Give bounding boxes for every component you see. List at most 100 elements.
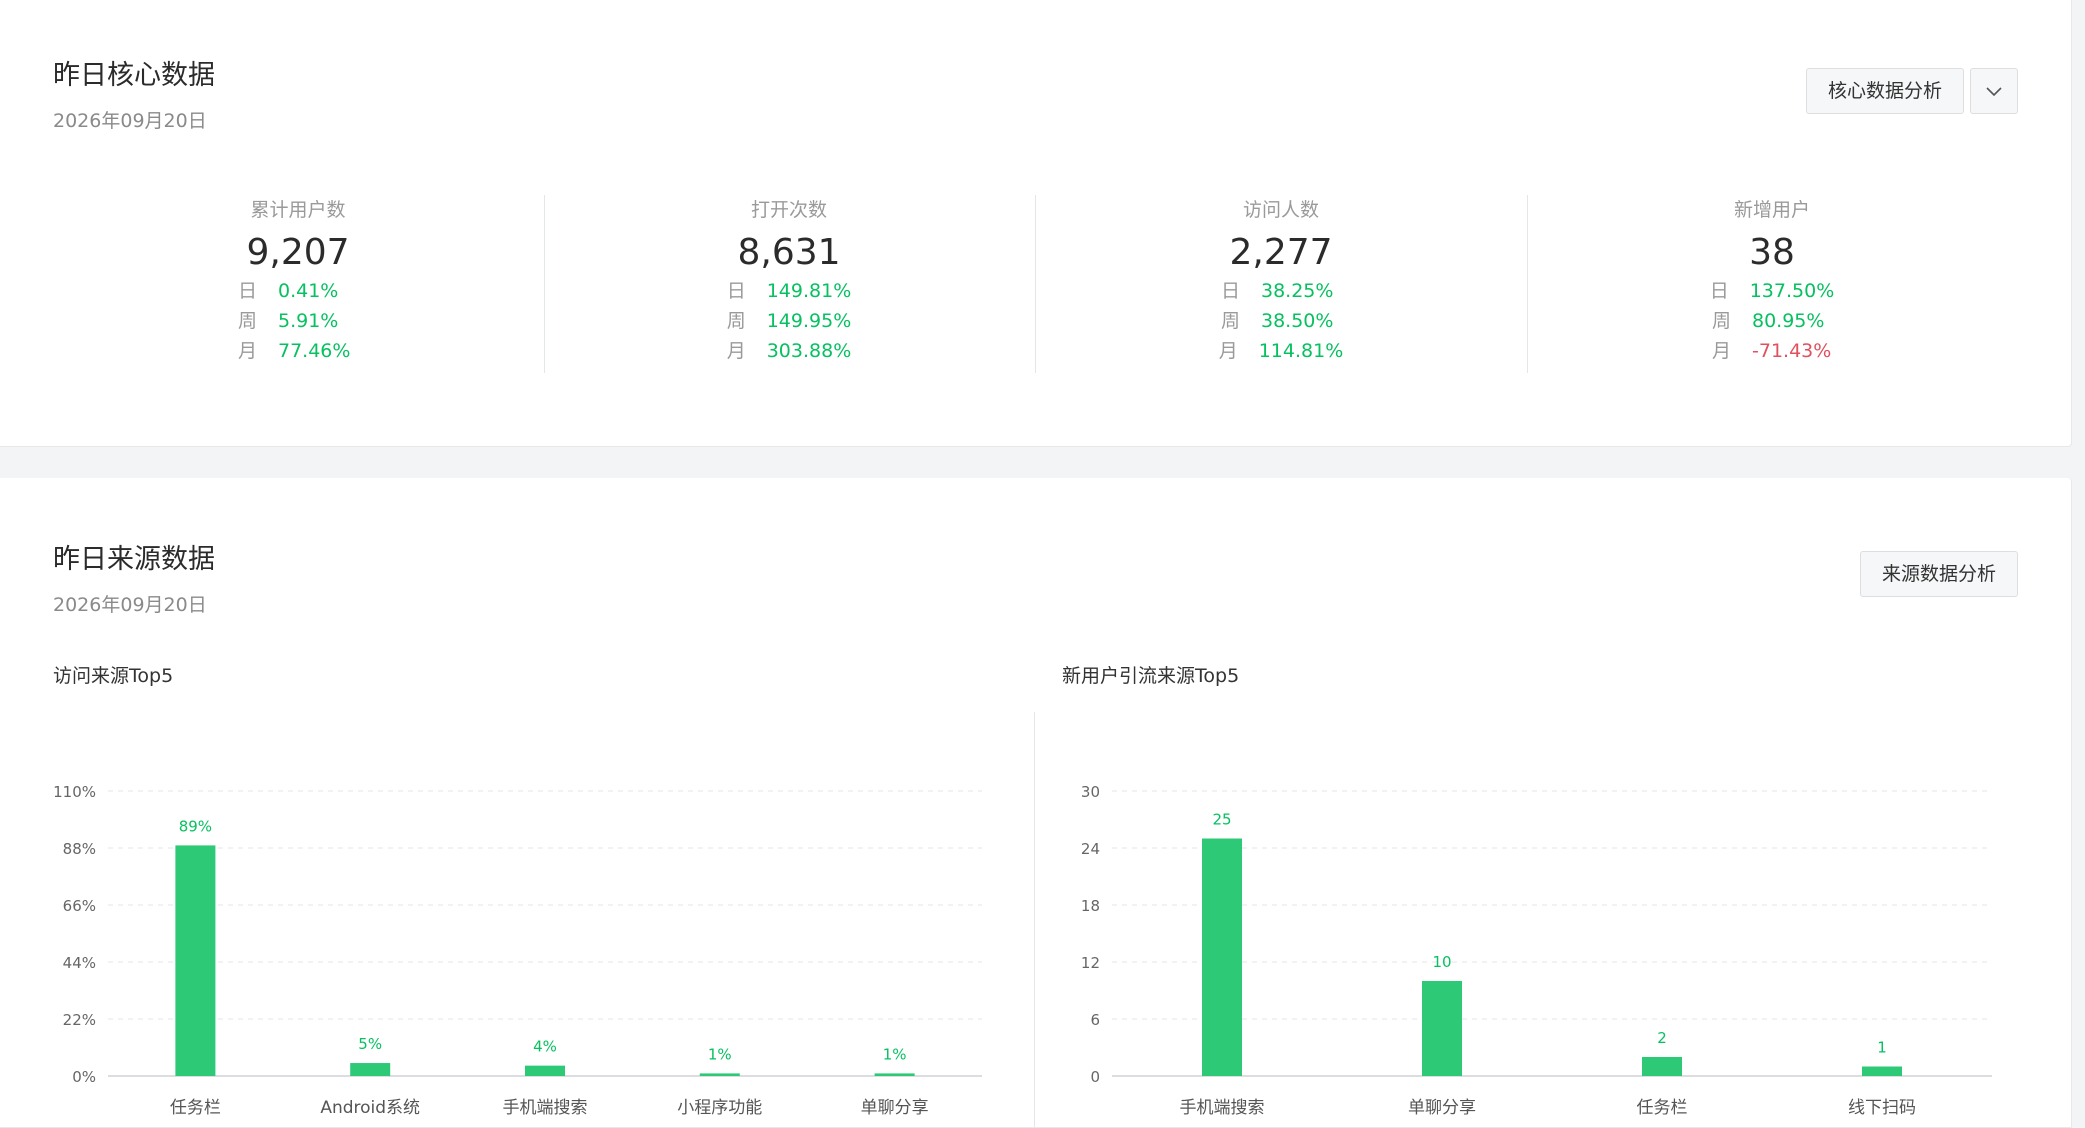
x-tick-label: 手机端搜索: [1180, 1098, 1265, 1118]
y-tick-label: 110%: [53, 783, 96, 801]
new-user-source-chart: 0 6 12 18 24 30 25 手机端搜索 10 单聊分享 2 任务栏 1 线下扫码: [1081, 783, 1992, 1118]
stat-value: 9,207: [246, 232, 350, 273]
stat-label: 打开次数: [750, 199, 827, 221]
core-data-panel: 昨日核心数据 2026年09月20日 核心数据分析 累计用户数 9,207 日 0.4…: [0, 0, 2072, 447]
stat-change-period: 日: [726, 280, 746, 302]
stat-divider: [1035, 195, 1036, 373]
stat-change-period: 周: [1712, 310, 1732, 332]
bar-value-label: 1: [1877, 1039, 1887, 1057]
new-user-source-chart-title: 新用户引流来源Top5: [1062, 665, 1240, 687]
stat-change-value: 38.50%: [1261, 310, 1334, 332]
bar: [1422, 981, 1462, 1076]
bar-value-label: 4%: [533, 1038, 557, 1056]
stat-change-row: 周 149.95%: [544, 306, 1034, 336]
stat-change-row: 月 -71.43%: [1527, 336, 2017, 366]
stat-divider: [1527, 195, 1528, 373]
x-tick-label: Android系统: [320, 1098, 420, 1118]
stat-change-value: 0.41%: [278, 280, 339, 302]
stat-change-value: 38.25%: [1261, 280, 1334, 302]
y-tick-label: 66%: [63, 897, 96, 915]
stat-change-value: 114.81%: [1258, 340, 1344, 362]
x-tick-label: 单聊分享: [1408, 1098, 1476, 1118]
bar-value-label: 1%: [883, 1045, 907, 1063]
core-data-date: 2026年09月20日: [53, 110, 207, 132]
stat-block: 累计用户数 9,207 日 0.41% 周 5.91% 月 77.46%: [53, 195, 543, 373]
stat-change-period: 月: [238, 340, 258, 362]
bar: [350, 1063, 391, 1076]
stat-block: 打开次数 8,631 日 149.81% 周 149.95% 月 303.88%: [544, 195, 1034, 373]
stat-change-period: 周: [238, 310, 258, 332]
visit-source-chart-title: 访问来源Top5: [53, 665, 174, 687]
stat-change-period: 日: [1709, 280, 1729, 302]
x-tick-label: 任务栏: [170, 1098, 221, 1118]
stat-change-value: 137.50%: [1749, 280, 1835, 302]
x-tick-label: 手机端搜索: [503, 1098, 588, 1118]
bar: [1862, 1066, 1902, 1076]
stat-value: 8,631: [737, 232, 841, 273]
y-tick-label: 30: [1081, 783, 1100, 801]
stat-change-period: 月: [1712, 340, 1732, 362]
stat-change-value: 5.91%: [278, 310, 339, 332]
stat-change-value: 303.88%: [766, 340, 852, 362]
bar-value-label: 5%: [358, 1035, 382, 1053]
source-data-panel: 昨日来源数据 2026年09月20日 来源数据分析 访问来源Top5 新用户引流…: [0, 478, 2072, 1128]
stat-change-value: 77.46%: [278, 340, 351, 362]
y-tick-label: 22%: [63, 1011, 96, 1029]
stat-change-row: 周 5.91%: [53, 306, 543, 336]
y-tick-label: 44%: [63, 954, 96, 972]
stat-change-row: 周 80.95%: [1527, 306, 2017, 336]
stat-change-row: 周 38.50%: [1036, 306, 1526, 336]
stat-change-value: -71.43%: [1752, 340, 1832, 362]
stat-change-period: 周: [726, 310, 746, 332]
stat-change-period: 月: [1218, 340, 1238, 362]
chevron-down-icon: [1986, 87, 2002, 97]
core-analysis-button[interactable]: 核心数据分析: [1806, 68, 1964, 114]
source-analysis-button[interactable]: 来源数据分析: [1860, 551, 2018, 597]
stat-change-row: 日 38.25%: [1036, 276, 1526, 306]
core-data-title: 昨日核心数据: [53, 60, 215, 91]
y-tick-label: 18: [1081, 897, 1100, 915]
stat-change-period: 周: [1221, 310, 1241, 332]
stat-change-row: 日 0.41%: [53, 276, 543, 306]
stat-divider: [544, 195, 545, 373]
source-data-date: 2026年09月20日: [53, 594, 207, 616]
stat-change-row: 月 303.88%: [544, 336, 1034, 366]
stat-value: 2,277: [1229, 232, 1333, 273]
bar: [175, 845, 216, 1076]
x-tick-label: 单聊分享: [861, 1098, 929, 1118]
visit-source-chart: 0% 22% 44% 66% 88% 110% 89% 任务栏 5% Android系统 4% 手机端…: [53, 783, 982, 1118]
stat-change-period: 日: [238, 280, 258, 302]
stat-change-value: 149.95%: [766, 310, 852, 332]
core-analysis-dropdown-button[interactable]: [1970, 68, 2018, 114]
stat-change-row: 日 137.50%: [1527, 276, 2017, 306]
stat-change-period: 日: [1221, 280, 1241, 302]
stat-value: 38: [1749, 232, 1795, 273]
x-tick-label: 小程序功能: [677, 1098, 762, 1118]
stat-change-value: 80.95%: [1752, 310, 1825, 332]
bar: [1642, 1057, 1682, 1076]
y-tick-label: 0: [1090, 1068, 1100, 1086]
y-tick-label: 6: [1090, 1011, 1100, 1029]
stat-label: 新增用户: [1733, 199, 1810, 221]
bar: [525, 1065, 565, 1076]
bar-value-label: 25: [1212, 811, 1231, 829]
x-tick-label: 线下扫码: [1848, 1098, 1916, 1118]
stat-label: 累计用户数: [250, 199, 346, 221]
stat-change-row: 日 149.81%: [544, 276, 1034, 306]
y-tick-label: 88%: [63, 840, 96, 858]
chart-divider: [1034, 712, 1035, 1128]
bar: [1202, 838, 1242, 1076]
bar-value-label: 1%: [708, 1045, 732, 1063]
stat-label: 访问人数: [1242, 199, 1319, 221]
bar-value-label: 89%: [179, 817, 212, 835]
bar: [699, 1073, 740, 1076]
stat-block: 新增用户 38 日 137.50% 周 80.95% 月 -71.43%: [1527, 195, 2017, 373]
y-tick-label: 0%: [72, 1068, 96, 1086]
bar: [874, 1073, 915, 1076]
y-tick-label: 24: [1081, 840, 1100, 858]
stat-change-value: 149.81%: [766, 280, 852, 302]
x-tick-label: 任务栏: [1637, 1098, 1688, 1118]
bar-value-label: 2: [1657, 1029, 1667, 1047]
stat-change-period: 月: [726, 340, 746, 362]
source-data-title: 昨日来源数据: [53, 544, 215, 575]
